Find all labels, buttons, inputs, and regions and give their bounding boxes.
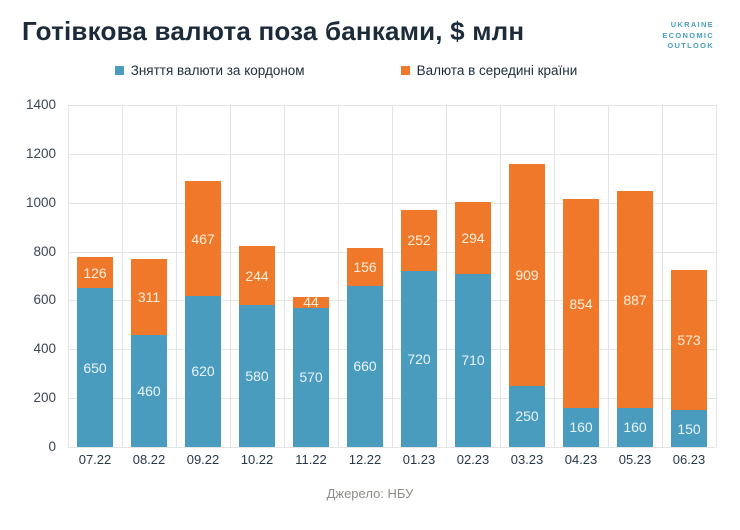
y-tick-label: 1400 xyxy=(25,97,56,112)
bar-value-label: 467 xyxy=(191,230,215,247)
bar-value-label: 250 xyxy=(515,408,539,425)
legend-item-domestic: Валюта в середині країни xyxy=(400,63,578,78)
chart-legend: Зняття валюти за кордоном Валюта в середи… xyxy=(0,63,716,78)
x-tick-label: 10.22 xyxy=(240,452,274,467)
x-tick-label: 08.22 xyxy=(132,452,166,467)
legend-item-abroad: Зняття валюти за кордоном xyxy=(114,63,305,78)
bar-value-label: 620 xyxy=(191,363,215,380)
gridline-vertical xyxy=(338,105,339,447)
y-tick-label: 1000 xyxy=(25,194,56,210)
y-tick-label: 600 xyxy=(33,292,56,308)
x-tick-label: 05.23 xyxy=(618,452,652,467)
bar-value-label: 160 xyxy=(569,419,593,436)
bar-segment-domestic: 573 xyxy=(671,270,707,411)
bar-segment-abroad: 580 xyxy=(239,305,275,447)
bar-value-label: 570 xyxy=(299,369,323,386)
gridline-vertical xyxy=(122,105,123,447)
logo-line-2: ECONOMIC xyxy=(662,30,714,40)
gridline-vertical xyxy=(662,105,663,447)
x-tick-label: 01.23 xyxy=(402,452,436,467)
bar-value-label: 720 xyxy=(407,351,431,368)
bar-value-label: 150 xyxy=(677,420,701,437)
gridline-vertical xyxy=(284,105,285,447)
bar-value-label: 244 xyxy=(245,267,269,284)
legend-item-label: Валюта в середині країни xyxy=(416,63,578,78)
gridline-vertical xyxy=(500,105,501,447)
bar-segment-abroad: 160 xyxy=(563,407,599,447)
bar-value-label: 44 xyxy=(303,294,319,311)
x-tick-label: 02.23 xyxy=(456,452,490,467)
bar-value-label: 854 xyxy=(569,295,593,312)
bar-segment-abroad: 570 xyxy=(293,307,329,447)
bar-segment-domestic: 44 xyxy=(293,294,329,311)
gridline-vertical xyxy=(716,105,717,447)
x-tick-label: 12.22 xyxy=(348,452,382,467)
bar-value-label: 573 xyxy=(677,332,701,349)
bar-segment-abroad: 250 xyxy=(509,385,545,447)
bar-segment-domestic: 854 xyxy=(563,199,599,408)
source-note: Джерело: НБУ xyxy=(326,486,414,501)
bar-value-label: 160 xyxy=(623,419,647,436)
bar-value-label: 156 xyxy=(353,258,377,275)
bar-segment-domestic: 126 xyxy=(77,257,113,289)
bar-segment-domestic: 909 xyxy=(509,163,545,386)
x-tick-label: 03.23 xyxy=(510,452,544,467)
bar-value-label: 311 xyxy=(137,288,161,305)
legend-swatch-icon xyxy=(114,66,124,75)
bar-segment-domestic: 887 xyxy=(617,191,653,408)
gridline-vertical xyxy=(230,105,231,447)
bar-segment-abroad: 650 xyxy=(77,288,113,447)
bar-value-label: 580 xyxy=(245,368,269,385)
bar-segment-abroad: 660 xyxy=(347,285,383,447)
ukraine-economic-outlook-logo: UKRAINE ECONOMIC OUTLOOK xyxy=(662,20,714,52)
logo-line-1: UKRAINE xyxy=(670,20,714,29)
bar-value-label: 126 xyxy=(83,264,107,281)
bar-segment-domestic: 467 xyxy=(185,181,221,296)
bar-segment-domestic: 244 xyxy=(239,245,275,306)
plot-area: 650 126 460 311 620 467 580 244 570 44 660 156 720 25… xyxy=(68,105,717,448)
legend-item-label: Зняття валюти за кордоном xyxy=(130,63,305,78)
logo-line-3: OUTLOOK xyxy=(667,41,714,50)
x-tick-label: 07.22 xyxy=(78,452,112,467)
bar-segment-domestic: 311 xyxy=(131,258,167,335)
gridline-vertical xyxy=(392,105,393,447)
bar-segment-domestic: 156 xyxy=(347,247,383,286)
legend-swatch-icon xyxy=(400,66,410,75)
gridline-vertical xyxy=(176,105,177,447)
y-tick-label: 1200 xyxy=(25,145,56,161)
y-tick-label: 0 xyxy=(48,439,56,454)
bar-value-label: 650 xyxy=(83,359,107,376)
gridline-vertical xyxy=(608,105,609,447)
bar-segment-abroad: 160 xyxy=(617,407,653,447)
gridline-vertical xyxy=(68,105,69,447)
x-tick-label: 09.22 xyxy=(186,452,220,467)
gridline-vertical xyxy=(446,105,447,447)
bar-value-label: 660 xyxy=(353,358,377,375)
bar-segment-abroad: 460 xyxy=(131,334,167,447)
gridline-horizontal xyxy=(68,447,716,448)
bar-value-label: 710 xyxy=(461,352,485,369)
bar-segment-abroad: 720 xyxy=(401,271,437,447)
y-tick-label: 400 xyxy=(33,341,56,357)
bar-segment-abroad: 710 xyxy=(455,273,491,447)
bar-value-label: 460 xyxy=(137,382,161,399)
bar-segment-abroad: 150 xyxy=(671,410,707,447)
bar-segment-domestic: 252 xyxy=(401,209,437,272)
bar-segment-abroad: 620 xyxy=(185,295,221,447)
gridline-vertical xyxy=(554,105,555,447)
page-title: Готівкова валюта поза банками, $ млн xyxy=(22,16,525,46)
bar-value-label: 909 xyxy=(515,266,539,283)
x-tick-label: 04.23 xyxy=(564,452,598,467)
bar-value-label: 294 xyxy=(461,229,485,246)
y-tick-label: 800 xyxy=(33,243,56,259)
bar-value-label: 252 xyxy=(407,232,431,249)
bar-segment-domestic: 294 xyxy=(455,201,491,274)
x-axis: 07.22 08.22 09.22 10.22 11.22 12.22 01.23 02.23… xyxy=(68,452,716,470)
y-tick-label: 200 xyxy=(33,390,56,406)
x-tick-label: 06.23 xyxy=(672,452,706,467)
x-tick-label: 11.22 xyxy=(295,452,327,467)
bar-value-label: 887 xyxy=(623,291,647,308)
